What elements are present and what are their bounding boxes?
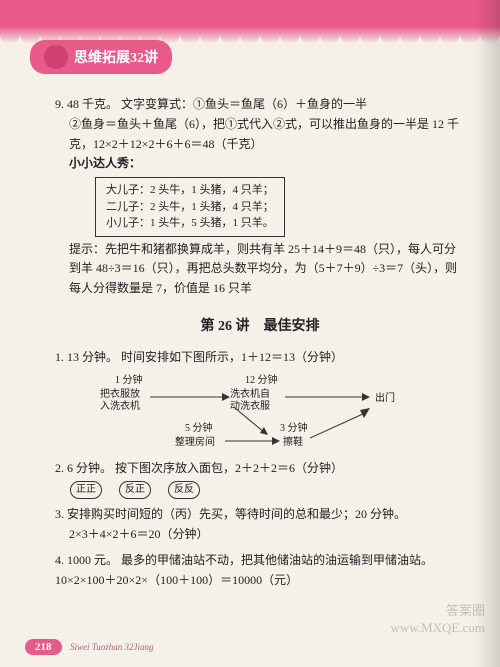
d-clean: 整理房间 <box>175 435 215 452</box>
section-26-title: 第 26 讲 最佳安排 <box>55 315 465 338</box>
header-tab: 思维拓展32讲 <box>30 40 172 74</box>
box-line3: 小儿子：1 头牛，5 头猪，1 只羊。 <box>106 215 274 232</box>
q3-text2: 2×3＋4×2＋6＝20（分钟） <box>55 525 465 545</box>
footer-text: Siwei Tuozhan 32Jiang <box>70 642 154 652</box>
q1-answer: 13 分钟。 <box>67 350 118 364</box>
box-line1: 大儿子：2 头牛，1 头猪，4 只羊； <box>106 182 274 199</box>
question-3: 3. 安排购买时间短的（丙）先买，等待时间的总和最少；20 分钟。 2×3＋4×… <box>55 505 465 545</box>
arrow-icon <box>285 393 370 401</box>
q3-text1: 安排购买时间短的（丙）先买，等待时间的总和最少；20 分钟。 <box>67 507 406 521</box>
page-number: 218 <box>25 639 62 655</box>
q2-text: 按下图次序放入面包，2＋2＋2＝6（分钟） <box>115 461 343 475</box>
header-circle-icon <box>44 45 68 69</box>
page-fold-shadow <box>475 0 500 667</box>
box-line2: 二儿子：2 头牛，1 头猪，4 只羊； <box>106 199 274 216</box>
watermark: 答案圈 www.MXQE.com <box>391 603 485 637</box>
seq-badge: 正正 <box>70 481 102 500</box>
question-2: 2. 6 分钟。 按下图次序放入面包，2＋2＋2＝6（分钟） 正正 反正 反反 <box>55 459 465 499</box>
q2-num: 2. <box>55 461 64 475</box>
p9-answer: 48 千克。 <box>67 97 118 111</box>
hint-text: 先把牛和猪都换算成羊，则共有羊 25＋14＋9＝48（只），每人可分到羊 48÷… <box>69 242 457 296</box>
problem-9: 9. 48 千克。 文字变算式：①鱼头＝鱼尾（6）＋鱼身的一半 ②鱼身＝鱼头＋鱼… <box>55 95 465 299</box>
p9-text1: 文字变算式：①鱼头＝鱼尾（6）＋鱼身的一半 <box>121 97 367 111</box>
arrow-icon <box>150 393 230 401</box>
d-out: 出门 <box>375 391 395 408</box>
header-title: 思维拓展32讲 <box>74 47 158 67</box>
seq-badge: 反正 <box>119 481 151 500</box>
page-content: 9. 48 千克。 文字变算式：①鱼头＝鱼尾（6）＋鱼身的一半 ②鱼身＝鱼头＋鱼… <box>0 45 500 626</box>
p9-num: 9. <box>55 97 64 111</box>
d-shoe: 擦鞋 <box>283 435 303 452</box>
q4-answer: 1000 元。 <box>67 553 118 567</box>
watermark-line1: 答案圈 <box>391 603 485 620</box>
arrow-up-icon <box>310 408 370 443</box>
question-4: 4. 1000 元。 最多的甲储油站不动，把其他储油站的油运输到甲储油站。10×… <box>55 551 465 591</box>
q4-num: 4. <box>55 553 64 567</box>
flow-diagram: 1 分钟 12 分钟 把衣服放 入洗衣机 洗衣机自 动洗衣服 出门 5 分钟 3… <box>85 373 465 453</box>
q3-num: 3. <box>55 507 64 521</box>
hint-label: 提示： <box>69 242 105 256</box>
d-step1b: 入洗衣机 <box>100 399 140 416</box>
question-1: 1. 13 分钟。 时间安排如下图所示，1＋12＝13（分钟） 1 分钟 12 … <box>55 348 465 453</box>
top-decorative-border <box>0 0 500 45</box>
watermark-line2: www.MXQE.com <box>391 620 485 637</box>
arrow-icon <box>225 437 280 445</box>
answer-box: 大儿子：2 头牛，1 头猪，4 只羊； 二儿子：2 头牛，1 头猪，4 只羊； … <box>95 177 285 237</box>
q1-num: 1. <box>55 350 64 364</box>
q1-text: 时间安排如下图所示，1＋12＝13（分钟） <box>121 350 343 364</box>
p9-text2: ②鱼身＝鱼头＋鱼尾（6），把①式代入②式，可以推出鱼身的一半是 12 千克，12… <box>55 115 465 155</box>
q2-answer: 6 分钟。 <box>67 461 112 475</box>
talent-label: 小小达人秀： <box>69 156 141 170</box>
arrow-down-icon <box>230 403 270 438</box>
seq-badge: 反反 <box>168 481 200 500</box>
